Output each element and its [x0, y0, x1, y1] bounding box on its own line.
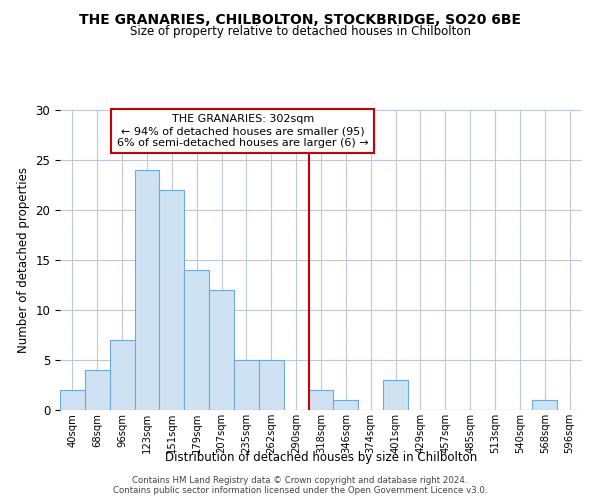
Bar	[60, 390, 85, 410]
Bar	[85, 370, 110, 410]
Bar	[110, 340, 134, 410]
Bar	[209, 290, 234, 410]
Bar	[160, 190, 184, 410]
Text: Size of property relative to detached houses in Chilbolton: Size of property relative to detached ho…	[130, 25, 470, 38]
Bar	[334, 400, 358, 410]
Bar	[184, 270, 209, 410]
Text: Contains HM Land Registry data © Crown copyright and database right 2024.: Contains HM Land Registry data © Crown c…	[132, 476, 468, 485]
Bar	[134, 170, 160, 410]
Bar	[383, 380, 408, 410]
Text: Distribution of detached houses by size in Chilbolton: Distribution of detached houses by size …	[165, 451, 477, 464]
Bar	[532, 400, 557, 410]
Bar	[308, 390, 334, 410]
Bar	[234, 360, 259, 410]
Text: THE GRANARIES: 302sqm
← 94% of detached houses are smaller (95)
6% of semi-detac: THE GRANARIES: 302sqm ← 94% of detached …	[117, 114, 368, 148]
Bar	[259, 360, 284, 410]
Y-axis label: Number of detached properties: Number of detached properties	[17, 167, 30, 353]
Text: THE GRANARIES, CHILBOLTON, STOCKBRIDGE, SO20 6BE: THE GRANARIES, CHILBOLTON, STOCKBRIDGE, …	[79, 12, 521, 26]
Text: Contains public sector information licensed under the Open Government Licence v3: Contains public sector information licen…	[113, 486, 487, 495]
